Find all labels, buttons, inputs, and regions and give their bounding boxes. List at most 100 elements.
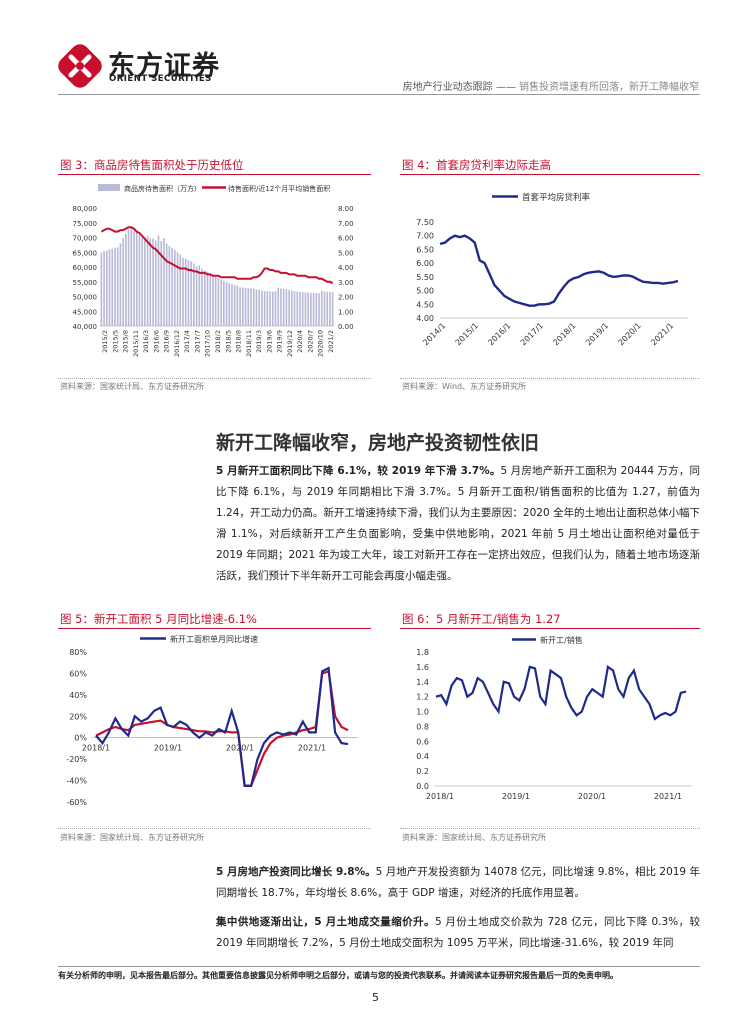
fig6-source: 资料来源：国家统计局、东方证券研究所 xyxy=(402,833,546,842)
fig3-bar xyxy=(222,280,225,326)
fig5-x-tick: 2018/1 xyxy=(82,744,110,753)
fig3-bar xyxy=(266,291,269,326)
fig3-bar xyxy=(179,254,182,326)
fig3-bar xyxy=(299,291,301,326)
fig5-x-tick: 2021/1 xyxy=(298,744,326,753)
fig3-bar xyxy=(247,288,250,326)
fig3-x-tick: 2020/4 xyxy=(296,330,304,353)
fig3-bar xyxy=(282,288,285,326)
fig3-bar xyxy=(135,231,138,326)
section-title: 新开工降幅收窄，房地产投资韧性依旧 xyxy=(216,432,540,454)
fig3-right-tick: 3.00 xyxy=(338,279,354,287)
fig3-bar xyxy=(312,292,315,326)
fig3-ratio-line xyxy=(100,226,334,285)
fig3-bar xyxy=(318,293,320,326)
fig3-left-tick: 40,000 xyxy=(73,323,98,331)
fig6-y-tick: 1.6 xyxy=(416,663,429,672)
fig3-bar xyxy=(122,238,124,326)
fig4-x-tick: 2017/1 xyxy=(519,321,545,347)
fig3-left-tick: 80,000 xyxy=(73,205,98,213)
fig3-bar xyxy=(111,248,114,326)
fig6-legend-label: 新开工/销售 xyxy=(540,635,583,645)
fig3-bar xyxy=(105,250,108,326)
fig3-bar xyxy=(171,248,173,326)
fig6-y-tick: 1.2 xyxy=(416,693,429,702)
fig3-bar xyxy=(258,289,260,326)
fig3-bar xyxy=(195,266,198,326)
fig6-source-rule xyxy=(400,828,700,829)
fig3-bar xyxy=(184,258,187,326)
fig5-y-tick: -20% xyxy=(66,755,87,764)
fig3-bar xyxy=(182,257,184,326)
fig6-y-tick: 0.8 xyxy=(416,722,429,731)
fig3-x-tick: 2020/7 xyxy=(306,330,314,353)
fig3-left-tick: 55,000 xyxy=(73,279,98,287)
fig3-bar xyxy=(261,290,263,326)
fig3-bar xyxy=(163,238,165,326)
fig3-bar xyxy=(125,233,127,326)
fig3-bar xyxy=(285,289,288,326)
fig3-bar xyxy=(149,238,152,326)
fig5-growth-line xyxy=(95,666,349,787)
fig5-chart: -60% -40% -20% 0% 20% 40% 60% 80% 2018/1 2019/1 20… xyxy=(66,634,358,807)
fig5-title-rule xyxy=(58,628,371,629)
fig4-chart: 4.00 4.50 5.00 5.50 6.00 6.50 7.00 7.50 2014/1 20… xyxy=(416,192,688,347)
fig3-x-tick: 2016/6 xyxy=(152,330,160,353)
fig3-bar xyxy=(274,291,277,326)
fig3-left-tick: 65,000 xyxy=(73,249,98,257)
footer-rule xyxy=(58,966,700,967)
fig5-y-tick: -60% xyxy=(66,798,87,807)
fig3-x-tick: 2017/7 xyxy=(193,330,201,353)
fig3-source: 资料来源：国家统计局、东方证券研究所 xyxy=(60,382,204,391)
fig3-bar xyxy=(165,243,168,326)
fig5-smoothed-line xyxy=(95,669,349,788)
fig3-x-tick: 2018/5 xyxy=(224,330,232,353)
fig3-left-tick: 60,000 xyxy=(73,264,98,272)
brand-name-en: ORIENT SECURITIES xyxy=(109,74,212,84)
fig3-bar xyxy=(242,287,244,326)
fig3-bar xyxy=(252,288,255,326)
fig4-x-tick: 2016/1 xyxy=(486,321,512,347)
fig3-bar xyxy=(127,229,130,326)
fig3-bar xyxy=(217,277,220,326)
fig6-x-tick: 2020/1 xyxy=(578,792,606,801)
header-rule xyxy=(58,94,700,95)
fig4-x-tick: 2018/1 xyxy=(551,321,577,347)
fig3-right-tick: 7.00 xyxy=(338,220,354,228)
fig5-source: 资料来源：国家统计局、东方证券研究所 xyxy=(60,833,204,842)
paragraph-1-lead: 5 月新开工面积同比下降 6.1%，较 2019 年下滑 3.7%。 xyxy=(216,465,501,477)
fig5-y-tick: 60% xyxy=(69,669,87,678)
fig5-y-tick: 0% xyxy=(74,734,87,743)
fig5-source-rule xyxy=(58,828,371,829)
fig3-right-tick: 8.00 xyxy=(338,205,354,213)
fig3-x-tick: 2018/11 xyxy=(245,330,253,357)
fig3-title: 图 3：商品房待售面积处于历史低位 xyxy=(60,158,244,172)
fig6-y-tick: 0.0 xyxy=(416,782,429,791)
fig3-bar xyxy=(206,271,209,326)
fig3-x-tick: 2016/9 xyxy=(163,330,171,353)
header-subtitle: 销售投资增速有所回落，新开工降幅收窄 xyxy=(519,82,699,93)
paragraph-1-body: 5 月房地产新开工面积为 20444 万方，同比下降 6.1%，与 2019 年… xyxy=(216,465,700,582)
fig3-bar xyxy=(100,252,103,326)
fig3-bar xyxy=(269,291,271,326)
fig3-bar xyxy=(326,291,329,326)
brand-logo-icon xyxy=(58,44,102,88)
paragraph-2: 5 月房地产投资同比增长 9.8%。5 月地产开发投资额为 14078 亿元，同… xyxy=(216,862,700,904)
fig3-left-tick: 45,000 xyxy=(73,308,98,316)
header-separator: —— xyxy=(495,82,516,93)
fig3-x-tick: 2015/8 xyxy=(122,330,130,353)
fig3-right-tick: 4.00 xyxy=(338,264,354,272)
fig6-y-tick: 1.4 xyxy=(416,678,429,687)
fig6-title: 图 6：5 月新开工/销售为 1.27 xyxy=(402,612,561,626)
fig5-x-tick: 2020/1 xyxy=(226,744,254,753)
fig3-bar xyxy=(133,229,135,326)
fig5-title: 图 5：新开工面积 5 月同比增速-6.1% xyxy=(60,612,257,626)
fig3-x-tick: 2018/2 xyxy=(214,330,222,353)
fig3-left-tick: 70,000 xyxy=(73,235,98,243)
fig3-bar xyxy=(157,235,160,326)
fig3-legend-bar-label: 商品房待售面积（万方） xyxy=(124,184,201,193)
fig4-y-tick: 7.00 xyxy=(416,232,434,241)
paragraph-3-lead: 集中供地逐渐出让，5 月土地成交量缩价升。 xyxy=(216,916,435,928)
fig3-x-tick: 2019/12 xyxy=(286,330,294,357)
fig3-bar xyxy=(138,234,141,326)
